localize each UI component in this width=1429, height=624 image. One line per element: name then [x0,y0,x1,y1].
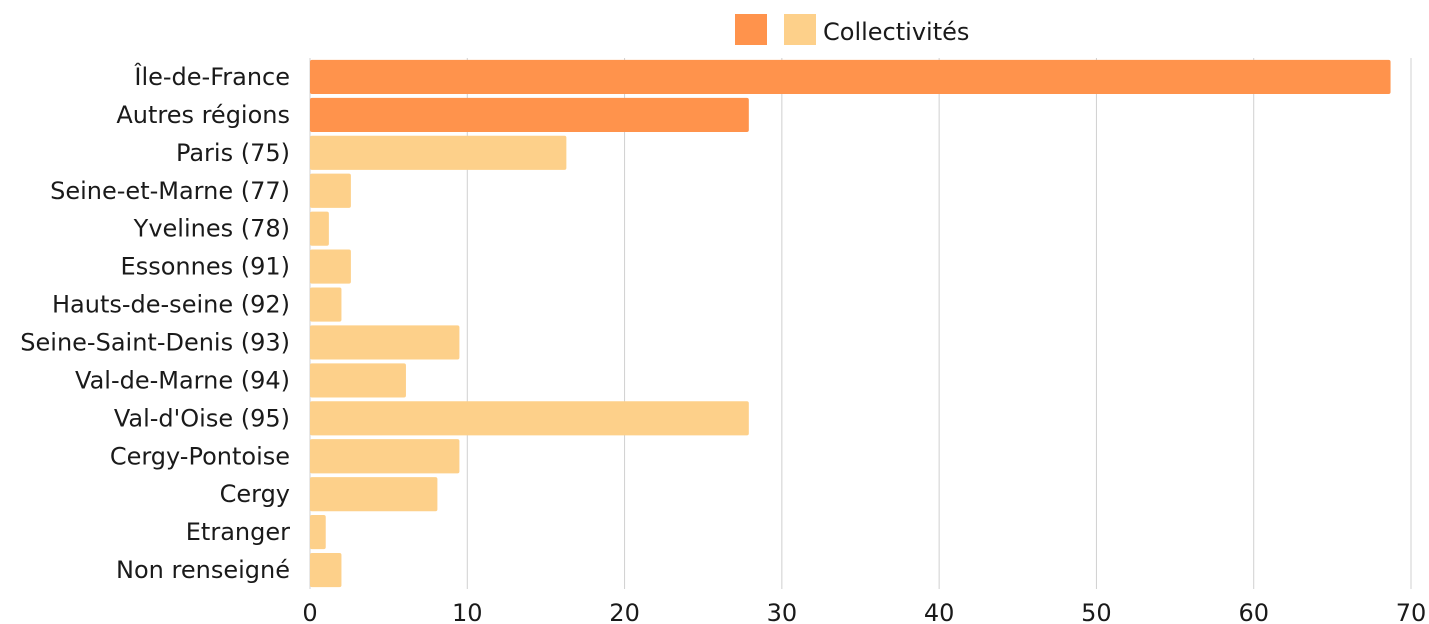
bar [310,287,342,322]
x-tick-label: 0 [302,599,317,624]
bar [310,325,460,360]
category-label: Non renseigné [116,556,290,584]
category-label: Val-d'Oise (95) [114,404,290,432]
bar [310,173,351,208]
x-tick-label: 70 [1396,599,1427,624]
category-label: Seine-Saint-Denis (93) [20,328,290,356]
bar [310,249,351,284]
category-label: Paris (75) [176,139,290,167]
category-label: Hauts-de-seine (92) [52,291,290,319]
bar [310,401,749,436]
category-label: Etranger [186,518,290,546]
x-tick-label: 10 [452,599,483,624]
category-label: Seine-et-Marne (77) [50,177,290,205]
x-tick-label: 50 [1081,599,1112,624]
category-label: Île-de-France [133,62,290,91]
legend-label: Collectivités [823,18,969,46]
bar [310,363,406,398]
bar [310,439,460,474]
category-label: Autres régions [116,101,290,129]
bar [310,477,438,512]
grid-lines [309,58,1412,589]
x-tick-label: 40 [924,599,955,624]
x-tick-label: 60 [1238,599,1269,624]
category-label: Yvelines (78) [133,215,290,243]
bar [310,59,1391,95]
legend-swatch [735,14,767,45]
legend-swatch [784,14,816,45]
bar [310,552,342,588]
bar [310,135,567,170]
bar [310,515,326,550]
category-label: Essonnes (91) [121,253,290,281]
category-label: Cergy-Pontoise [110,442,290,470]
x-tick-labels: 0 10 20 30 40 50 60 70 [302,599,1426,624]
category-label: Val-de-Marne (94) [75,366,290,394]
category-label: Cergy [220,480,290,508]
bar [310,211,329,246]
category-labels: Île-de-France Autres régions Paris (75) Sei… [20,62,290,584]
bars [310,59,1391,588]
x-tick-label: 30 [767,599,798,624]
x-tick-label: 20 [609,599,640,624]
legend: Collectivités [735,14,969,46]
bar [310,97,749,132]
